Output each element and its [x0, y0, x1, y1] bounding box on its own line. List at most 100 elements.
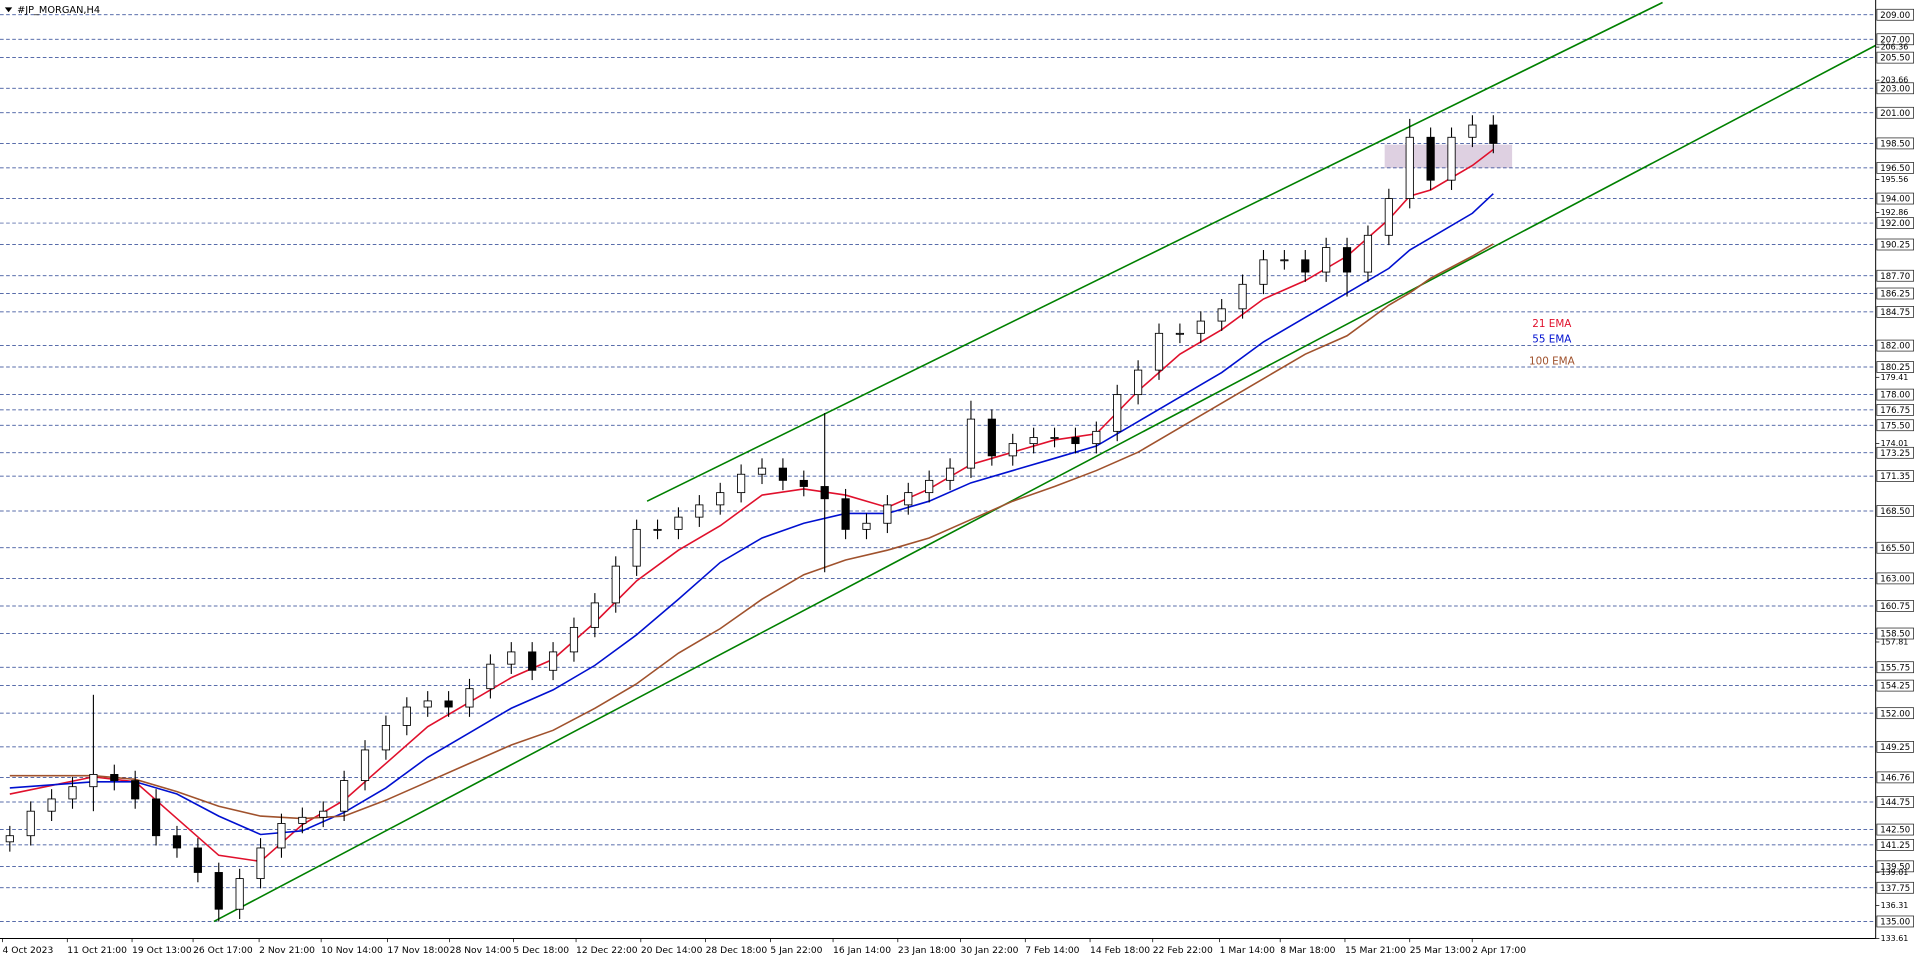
- level-label-box: [1876, 82, 1914, 95]
- candle-body: [360, 749, 370, 781]
- axis-layer: 209.00 207.00 205.50 203.00 201.00 198.50 196.…: [2, 8, 1914, 956]
- x-tick-label: 8 Mar 18:00: [1280, 945, 1335, 956]
- candle-body: [1113, 394, 1122, 432]
- y-tick-label: 173.25: [1880, 449, 1910, 459]
- level-label-box: [1876, 915, 1914, 928]
- candle-body: [340, 780, 349, 812]
- candle-body: [507, 651, 516, 665]
- level-label-box: [1876, 860, 1914, 873]
- candle-body: [966, 418, 976, 469]
- candle-body: [381, 724, 391, 751]
- collapse-icon[interactable]: [4, 7, 13, 13]
- candle-body: [151, 798, 161, 837]
- level-label-box: [1876, 287, 1914, 300]
- candle-body: [590, 602, 599, 628]
- x-tick-label: 28 Dec 18:00: [706, 945, 768, 956]
- x-tick-label: 16 Jan 14:00: [833, 945, 891, 956]
- y-tick-label: 168.50: [1880, 507, 1910, 517]
- candles-layer: [5, 115, 1498, 922]
- y-tick-label: 175.50: [1880, 421, 1910, 431]
- level-label-box: [1876, 339, 1914, 352]
- x-tick-label: 14 Feb 18:00: [1090, 945, 1150, 956]
- candle-body: [925, 479, 934, 494]
- candle-body: [799, 479, 808, 487]
- candle-body: [193, 847, 202, 873]
- candle-body: [47, 798, 56, 812]
- level-label-box: [1876, 404, 1914, 416]
- y-tick-label: 190.25: [1880, 241, 1910, 251]
- y-minor-tick-label: 179.41: [1881, 373, 1909, 382]
- candle-body: [778, 467, 788, 481]
- candle-body: [862, 522, 871, 530]
- level-label-box: [1876, 269, 1914, 282]
- candle-body: [632, 528, 641, 567]
- x-tick-label: 12 Dec 22:00: [576, 945, 638, 956]
- legend-label: 100 EMA: [1529, 356, 1576, 368]
- x-tick-label: 26 Oct 17:00: [193, 945, 253, 956]
- y-minor-tick-label: 139.01: [1881, 868, 1909, 877]
- y-tick-label: 152.00: [1880, 709, 1910, 719]
- level-label-box: [1876, 361, 1914, 373]
- y-tick-label: 198.50: [1880, 140, 1910, 150]
- candle-body: [402, 706, 411, 726]
- level-label-box: [1876, 419, 1914, 432]
- level-label-box: [1876, 541, 1914, 554]
- x-tick-label: 30 Jan 22:00: [961, 945, 1019, 956]
- y-tick-label: 196.50: [1880, 164, 1910, 174]
- y-minor-tick-label: 157.81: [1881, 637, 1909, 646]
- x-tick-label: 4 Oct 2023: [3, 945, 54, 956]
- y-tick-label: 180.25: [1880, 363, 1910, 373]
- level-label-box: [1876, 217, 1914, 229]
- trend-line: [213, 44, 1877, 923]
- candle-body: [486, 663, 495, 690]
- candle-body: [319, 810, 328, 818]
- level-label-box: [1876, 741, 1914, 753]
- candle-body: [674, 516, 683, 530]
- x-tick-label: 23 Jan 18:00: [898, 945, 956, 956]
- candle-body: [1259, 259, 1268, 285]
- level-label-box: [1876, 470, 1914, 482]
- candle-body: [89, 774, 98, 788]
- level-label-box: [1876, 823, 1914, 836]
- x-tick-label: 7 Feb 14:00: [1025, 945, 1079, 956]
- y-tick-label: 137.75: [1880, 884, 1910, 894]
- candle-body: [528, 651, 537, 671]
- x-tick-label: 11 Oct 21:00: [67, 945, 127, 956]
- level-label-box: [1876, 679, 1914, 692]
- level-label-box: [1876, 388, 1914, 401]
- level-label-box: [1876, 661, 1914, 674]
- y-tick-label: 165.50: [1880, 544, 1910, 554]
- candle-body: [1175, 332, 1184, 335]
- y-minor-tick-label: 203.66: [1881, 76, 1909, 85]
- candle-body: [987, 418, 996, 457]
- candle-body: [1029, 437, 1038, 445]
- y-minor-tick-label: 195.56: [1881, 175, 1909, 184]
- candle-body: [214, 872, 223, 910]
- level-label-box: [1876, 505, 1914, 517]
- y-tick-label: 194.00: [1880, 195, 1910, 205]
- legend-label: 21 EMA: [1532, 318, 1572, 330]
- candle-body: [757, 467, 767, 475]
- y-tick-label: 135.00: [1880, 918, 1910, 928]
- level-label-box: [1876, 572, 1914, 585]
- y-tick-label: 205.50: [1880, 54, 1910, 64]
- y-tick-label: 201.00: [1880, 109, 1910, 119]
- y-minor-tick-label: 174.01: [1881, 439, 1909, 448]
- candle-body: [716, 492, 725, 506]
- x-tick-label: 5 Jan 22:00: [770, 945, 822, 956]
- level-label-box: [1876, 600, 1914, 612]
- level-label-box: [1876, 839, 1914, 851]
- y-minor-tick-label: 136.31: [1881, 901, 1909, 910]
- candle-body: [1217, 308, 1226, 322]
- y-tick-label: 142.50: [1880, 826, 1910, 836]
- chart-title: #JP_MORGAN,H4: [17, 5, 100, 16]
- y-tick-label: 155.75: [1880, 663, 1910, 673]
- level-label-box: [1876, 8, 1914, 21]
- candle-body: [68, 786, 77, 800]
- candle-body: [423, 700, 432, 708]
- y-tick-label: 207.00: [1880, 35, 1910, 45]
- candle-body: [235, 878, 244, 910]
- y-tick-label: 203.00: [1880, 84, 1910, 94]
- y-tick-label: 176.75: [1880, 406, 1910, 416]
- y-tick-label: 149.25: [1880, 743, 1910, 753]
